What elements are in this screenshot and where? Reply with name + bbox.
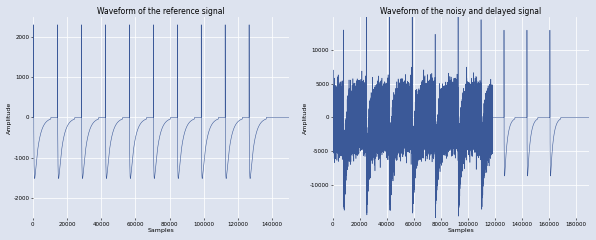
X-axis label: Samples: Samples xyxy=(448,228,474,233)
X-axis label: Samples: Samples xyxy=(148,228,175,233)
Y-axis label: Amplitude: Amplitude xyxy=(303,101,308,134)
Title: Waveform of the noisy and delayed signal: Waveform of the noisy and delayed signal xyxy=(380,7,541,16)
Title: Waveform of the reference signal: Waveform of the reference signal xyxy=(97,7,225,16)
Y-axis label: Amplitude: Amplitude xyxy=(7,101,12,134)
